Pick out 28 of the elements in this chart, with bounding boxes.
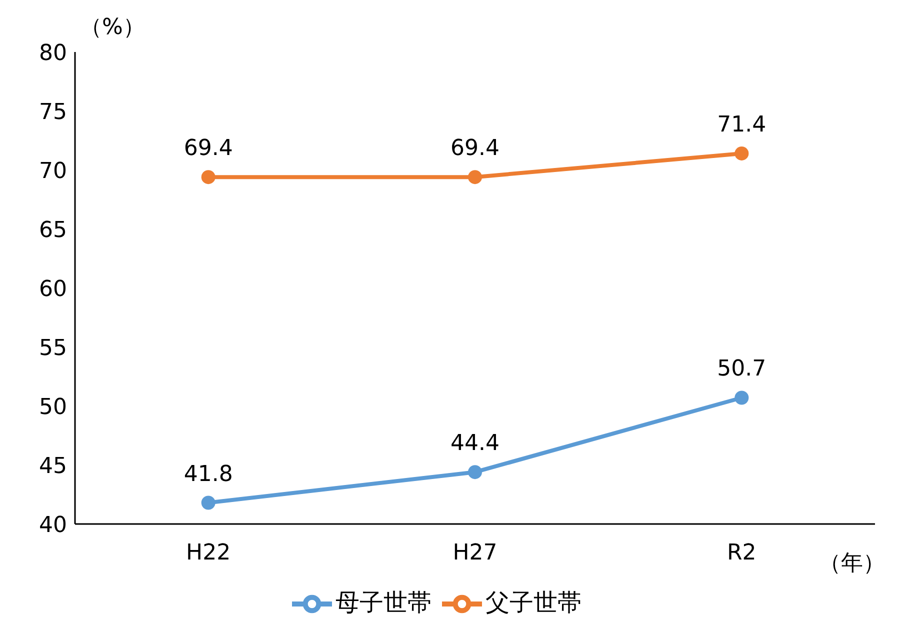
data-label: 69.4 (450, 136, 500, 162)
y-tick-label: 75 (39, 100, 67, 125)
y-tick-label: 70 (39, 158, 67, 184)
data-label: 44.4 (450, 431, 500, 456)
x-tick-label: H27 (452, 540, 498, 566)
point (734, 146, 749, 160)
y-tick-label: 55 (39, 336, 67, 361)
data-label: 69.4 (184, 136, 233, 162)
point (734, 390, 749, 405)
y-tick-label: 60 (39, 276, 67, 302)
point (201, 170, 216, 184)
y-tick-label: 80 (39, 40, 67, 66)
legend-label: 父子世帯 (486, 588, 582, 617)
x-axis-title: （年） (819, 550, 885, 578)
point (468, 170, 482, 184)
y-tick-label: 50 (39, 394, 67, 420)
data-label: 71.4 (717, 112, 766, 138)
y-axis-title: （%） (80, 14, 145, 42)
data-label: 41.8 (184, 462, 233, 487)
point (201, 496, 216, 510)
point (468, 465, 482, 480)
y-tick-label: 45 (39, 454, 67, 479)
x-tick-label: R2 (727, 540, 756, 566)
y-tick-label: 40 (39, 512, 67, 538)
y-tick-label: 65 (39, 218, 67, 243)
x-tick-label: H22 (186, 540, 231, 566)
data-label: 50.7 (717, 356, 766, 382)
legend-label: 母子世帯 (336, 588, 432, 617)
